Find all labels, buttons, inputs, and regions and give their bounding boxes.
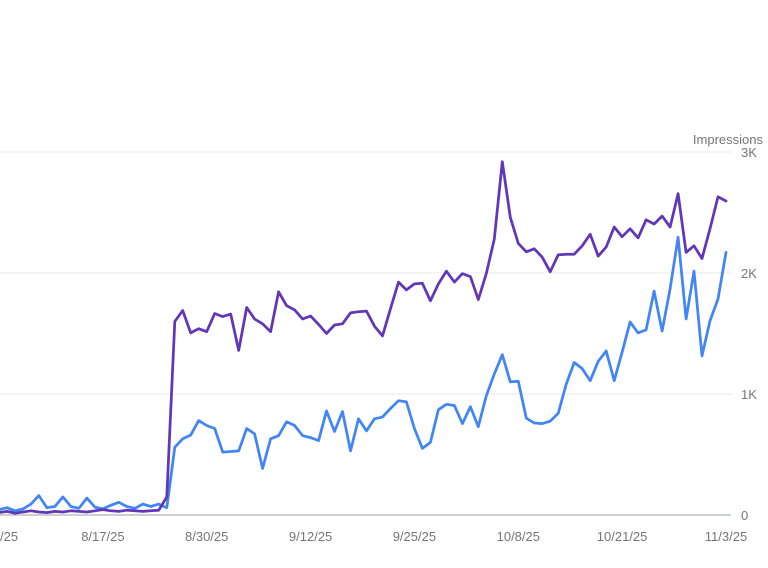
- x-tick-label: 9/12/25: [289, 529, 332, 544]
- impressions-purple-line: [0, 160, 728, 515]
- y-axis-labels: Impressions 3K 2K 1K 0: [693, 132, 764, 523]
- impressions-blue-line: [0, 235, 728, 513]
- x-tick-label: 10/8/25: [497, 529, 540, 544]
- y-tick-label-1k: 1K: [741, 387, 757, 402]
- x-tick-label: 9/25/25: [393, 529, 436, 544]
- x-tick-label: 10/21/25: [597, 529, 648, 544]
- y-tick-label-2k: 2K: [741, 266, 757, 281]
- x-tick-label: 8/30/25: [185, 529, 228, 544]
- y-axis-title: Impressions: [693, 132, 764, 147]
- x-tick-label: 8/17/25: [81, 529, 124, 544]
- y-tick-label-0: 0: [741, 508, 748, 523]
- x-axis-labels: /25 8/17/25 8/30/25 9/12/25 9/25/25 10/8/25 10…: [0, 529, 747, 544]
- x-tick-label: 11/3/25: [705, 529, 747, 544]
- gridlines: [0, 151, 731, 516]
- series-lines: [0, 160, 728, 515]
- y-tick-label-3k: 3K: [741, 145, 757, 160]
- x-tick-label: /25: [0, 529, 18, 544]
